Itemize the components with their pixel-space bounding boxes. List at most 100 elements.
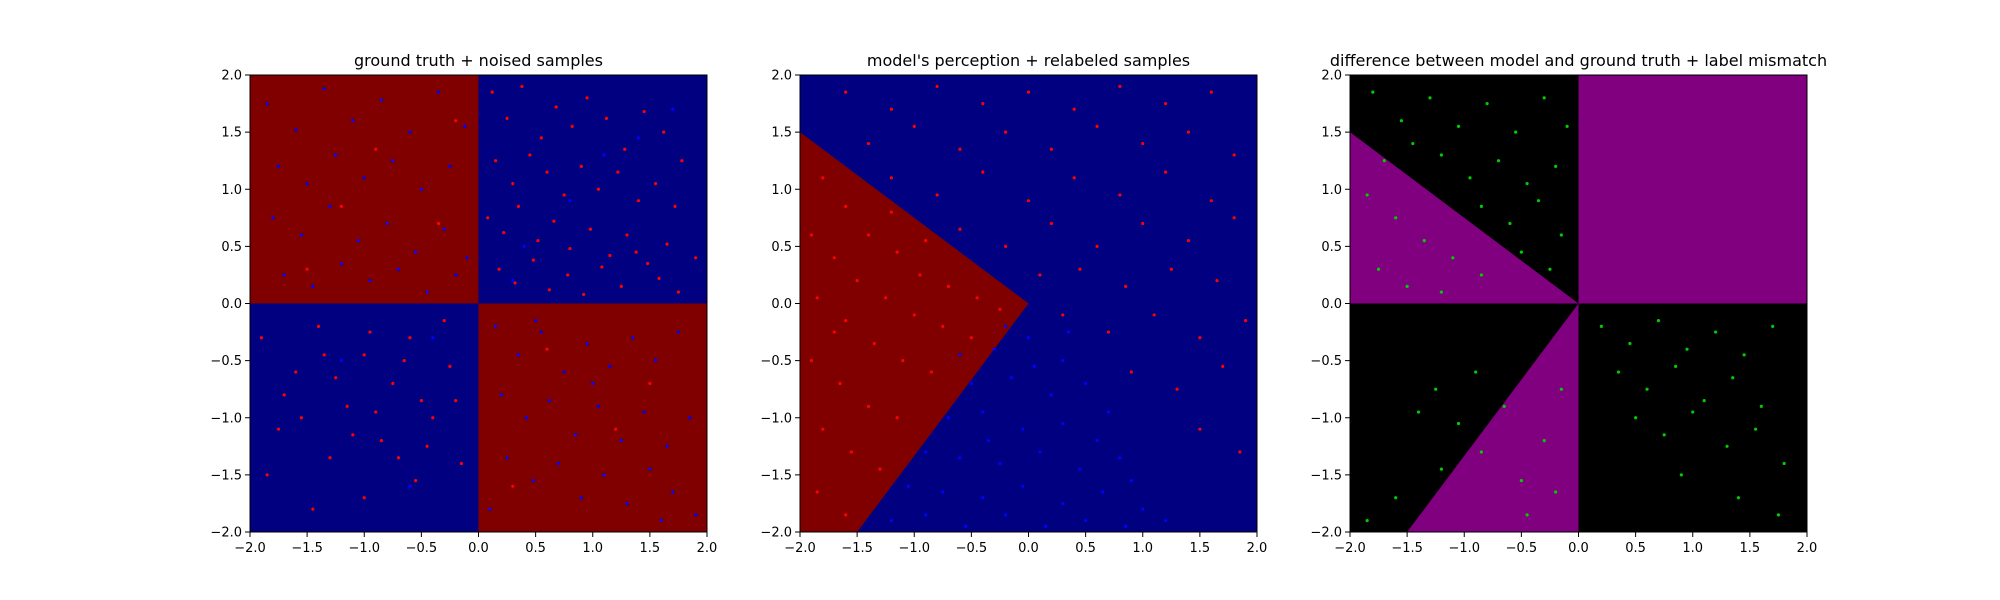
data-point <box>499 393 503 397</box>
y-tick-label: −1.0 <box>1310 411 1342 426</box>
decision-region <box>1407 303 1579 532</box>
y-tick-label: −1.0 <box>210 411 242 426</box>
data-point <box>459 461 463 466</box>
data-point <box>1485 101 1489 106</box>
data-point <box>1525 181 1529 186</box>
x-tick-label: −2.0 <box>784 541 816 556</box>
chart-title: difference between model and ground trut… <box>1330 51 1827 70</box>
x-tick-label: 2.0 <box>1797 541 1818 556</box>
data-point <box>1164 518 1168 523</box>
data-point <box>1434 387 1438 391</box>
data-point <box>1525 513 1529 517</box>
data-point <box>1559 233 1563 237</box>
data-point <box>1542 96 1546 100</box>
data-point <box>1049 393 1053 397</box>
data-point <box>1742 353 1746 357</box>
data-point <box>1175 387 1179 391</box>
data-point <box>838 381 842 386</box>
x-tick-label: 0.0 <box>468 541 489 556</box>
data-point <box>604 116 609 121</box>
data-point <box>596 187 601 191</box>
data-point <box>374 147 378 151</box>
data-point <box>524 416 529 420</box>
y-tick-label: −2.0 <box>760 526 792 541</box>
data-point <box>1674 364 1678 368</box>
data-point <box>1004 244 1008 248</box>
data-point <box>661 130 666 134</box>
data-point <box>1004 324 1008 328</box>
decision-region <box>800 132 1029 532</box>
data-point <box>1026 199 1031 203</box>
data-point <box>676 290 681 294</box>
data-point <box>1061 501 1065 506</box>
data-point <box>657 276 661 280</box>
data-point <box>889 518 894 523</box>
data-point <box>1725 444 1729 448</box>
data-point <box>1554 164 1558 168</box>
data-point <box>362 176 366 180</box>
data-point <box>311 507 315 511</box>
data-point <box>414 478 418 483</box>
data-point <box>531 258 535 262</box>
data-point <box>1049 147 1053 151</box>
data-point <box>1061 313 1065 317</box>
data-point <box>1164 101 1168 106</box>
data-point <box>454 273 458 277</box>
data-point <box>958 353 962 357</box>
data-point <box>1198 336 1202 340</box>
y-tick-label: −0.5 <box>210 354 242 369</box>
data-point <box>1198 427 1202 431</box>
data-point <box>844 319 848 323</box>
data-point <box>1599 324 1603 328</box>
data-point <box>1542 439 1546 443</box>
data-point <box>328 456 332 460</box>
data-point <box>494 159 498 163</box>
data-point <box>488 507 492 511</box>
data-point <box>975 296 979 300</box>
data-point <box>998 461 1002 466</box>
data-point <box>328 204 332 208</box>
data-point <box>1439 467 1443 471</box>
data-point <box>1753 427 1758 431</box>
data-point <box>579 496 583 500</box>
data-point <box>1009 376 1013 380</box>
data-point <box>1238 450 1242 454</box>
data-point <box>671 490 675 494</box>
data-point <box>1702 399 1706 403</box>
data-point <box>391 381 395 386</box>
data-point <box>554 105 558 109</box>
data-point <box>516 204 521 208</box>
data-point <box>1061 359 1065 363</box>
data-point <box>648 467 652 471</box>
data-point <box>872 341 876 346</box>
data-point <box>505 456 509 460</box>
data-point <box>1422 239 1426 243</box>
data-point <box>815 296 819 300</box>
data-point <box>368 279 372 283</box>
data-point <box>431 416 435 420</box>
y-tick-label: −1.5 <box>210 468 242 483</box>
data-point <box>1186 239 1191 243</box>
data-point <box>941 490 945 494</box>
data-point <box>305 267 309 271</box>
data-point <box>1782 461 1786 466</box>
data-point <box>935 193 939 197</box>
x-tick-label: −1.5 <box>1391 541 1423 556</box>
data-point <box>442 227 446 231</box>
data-point <box>1456 421 1461 426</box>
data-point <box>866 233 871 237</box>
data-point <box>884 296 888 300</box>
data-point <box>494 324 498 328</box>
data-point <box>680 159 684 163</box>
y-tick-label: 1.0 <box>771 183 792 198</box>
data-point <box>1394 496 1398 500</box>
data-point <box>636 199 641 203</box>
data-point <box>849 450 854 454</box>
data-point <box>282 273 286 277</box>
data-point <box>981 496 985 500</box>
data-point <box>539 330 543 334</box>
plot-area <box>250 75 707 532</box>
data-point <box>946 416 951 420</box>
data-point <box>408 336 412 340</box>
data-point <box>1164 170 1168 174</box>
